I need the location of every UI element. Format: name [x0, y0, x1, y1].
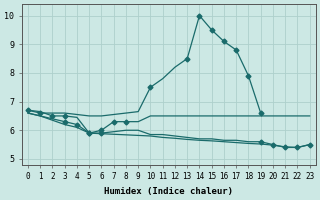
- X-axis label: Humidex (Indice chaleur): Humidex (Indice chaleur): [104, 187, 233, 196]
